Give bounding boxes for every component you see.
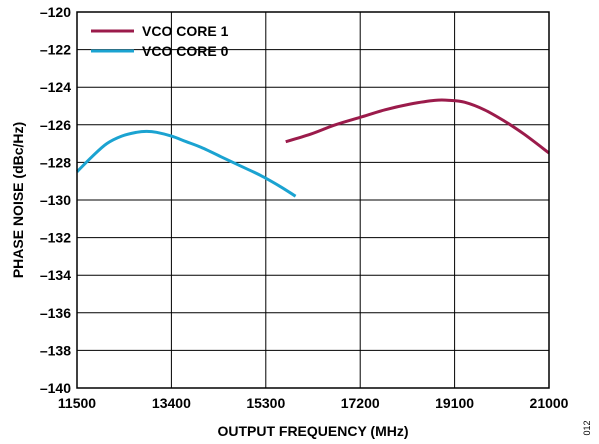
y-tick-label: –126: [40, 117, 71, 133]
series-line-vco-core-0: [75, 129, 297, 198]
y-tick-label: –124: [40, 79, 71, 95]
x-axis-label: OUTPUT FREQUENCY (MHz): [217, 423, 408, 439]
y-tick-label: –136: [40, 305, 71, 321]
grid-lines: [76, 11, 550, 389]
y-tick-label: –138: [40, 342, 71, 358]
y-tick-label: –134: [40, 267, 71, 283]
series-lines: [75, 98, 550, 198]
x-tick-label: 15300: [246, 395, 285, 411]
y-tick-label: –130: [40, 192, 71, 208]
x-tick-label: 21000: [530, 395, 569, 411]
series-line-vco-core-1: [285, 98, 550, 155]
y-tick-label: –140: [40, 380, 71, 396]
y-tick-label: –132: [40, 230, 71, 246]
legend-label: VCO CORE 0: [142, 43, 229, 59]
legend: VCO CORE 1 VCO CORE 0: [91, 23, 229, 59]
x-tick-label: 11500: [58, 395, 96, 411]
y-tick-label: –128: [40, 154, 71, 170]
y-tick-label: –122: [40, 42, 71, 58]
y-tick-label: –120: [40, 4, 71, 20]
y-tick-labels: –120 –122 –124 –126 –128 –130 –132 –134 –136 –138…: [40, 4, 71, 396]
plot-frame: [76, 11, 550, 389]
x-tick-label: 13400: [152, 395, 191, 411]
x-tick-labels: 11500 13400 15300 17200 19100 21000: [58, 395, 569, 411]
x-tick-label: 19100: [435, 395, 474, 411]
figure-id: 012: [582, 420, 592, 435]
legend-label: VCO CORE 1: [142, 23, 229, 39]
y-axis-label: PHASE NOISE (dBc/Hz): [10, 122, 26, 278]
x-tick-label: 17200: [341, 395, 380, 411]
